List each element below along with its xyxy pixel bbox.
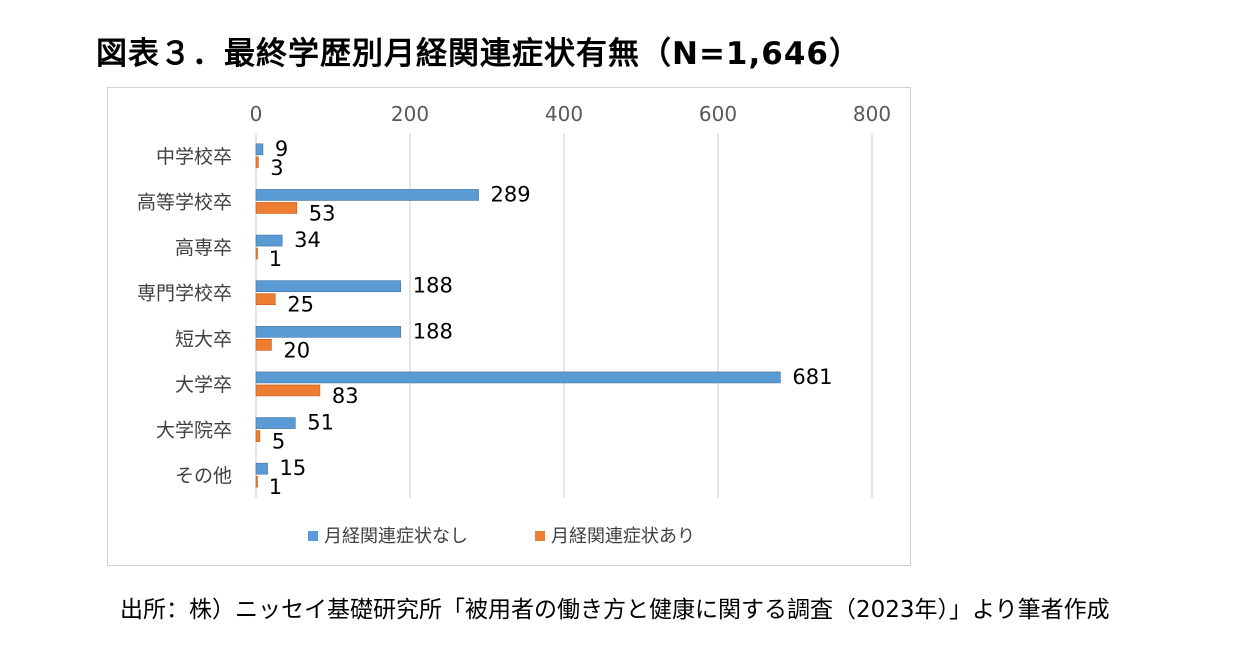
- bar-no-symptoms: [255, 371, 781, 384]
- data-label-with-symptoms: 3: [270, 156, 283, 180]
- bar-with-symptoms: [255, 475, 258, 488]
- data-label-no-symptoms: 15: [280, 456, 307, 480]
- page-title: 図表３．最終学歴別月経関連症状有無（N=1,646）: [96, 36, 861, 72]
- x-tick-label: 800: [853, 102, 891, 126]
- bar-with-symptoms: [255, 384, 321, 397]
- bar-chart: 0 200 400 600 800 中学校卒 93 高等学校卒 289 53 高専卒 34 1 専門学校卒…: [137, 102, 891, 547]
- bar-no-symptoms: [255, 234, 283, 247]
- data-label-no-symptoms: 289: [491, 182, 531, 206]
- bar-no-symptoms: [255, 143, 264, 156]
- bar-with-symptoms: [255, 430, 261, 442]
- bar-with-symptoms: [255, 293, 276, 305]
- bar-no-symptoms: [255, 280, 402, 292]
- legend-item-with-symptoms-swatch: [535, 531, 545, 541]
- category-label: 中学校卒: [156, 146, 232, 168]
- bar-no-symptoms: [255, 462, 268, 475]
- category-label: 大学院卒: [156, 420, 232, 442]
- data-label-with-symptoms: 25: [287, 293, 314, 317]
- x-tick-label: 200: [391, 102, 429, 126]
- data-label-with-symptoms: 1: [269, 247, 282, 271]
- category-label: 短大卒: [175, 328, 232, 350]
- data-label-with-symptoms: 53: [309, 201, 336, 225]
- legend-item-no-symptoms-label: 月経関連症状なし: [324, 526, 468, 547]
- data-label-no-symptoms: 9: [275, 137, 288, 161]
- bar-with-symptoms: [255, 202, 298, 214]
- category-label: 大学卒: [175, 374, 232, 396]
- category-label: 高等学校卒: [137, 191, 232, 213]
- x-tick-label: 600: [699, 102, 737, 126]
- data-label-no-symptoms: 188: [413, 274, 453, 298]
- data-label-with-symptoms: 83: [332, 384, 359, 408]
- chart-frame: 0 200 400 600 800 中学校卒 9 3 高等学校卒 289 53 高専卒 34 1 専門学校卒…: [107, 87, 911, 566]
- x-tick-label: 0: [250, 102, 263, 126]
- category-label: 高専卒: [175, 237, 232, 259]
- data-label-no-symptoms: 681: [792, 365, 832, 389]
- bar-with-symptoms: [255, 247, 258, 260]
- bar-no-symptoms: [255, 326, 402, 338]
- data-label-with-symptoms: 20: [283, 338, 310, 362]
- data-label-no-symptoms: 188: [413, 319, 453, 343]
- bar-no-symptoms: [255, 417, 296, 429]
- data-label-with-symptoms: 5: [272, 430, 285, 454]
- legend-item-no-symptoms-swatch: [308, 531, 318, 541]
- category-label: その他: [175, 465, 232, 487]
- data-label-no-symptoms: 51: [307, 411, 334, 435]
- bar-no-symptoms: [255, 189, 479, 201]
- category-label: 専門学校卒: [137, 283, 232, 305]
- x-tick-label: 400: [545, 102, 583, 126]
- data-label-with-symptoms: 1: [269, 475, 282, 499]
- source-note: 出所：株）ニッセイ基礎研究所「被用者の働き方と健康に関する調査（2023年）」よ…: [120, 597, 1110, 623]
- data-label-no-symptoms: 34: [294, 228, 321, 252]
- bar-with-symptoms: [255, 156, 259, 169]
- bar-with-symptoms: [255, 339, 272, 351]
- legend-item-with-symptoms-label: 月経関連症状あり: [551, 526, 695, 547]
